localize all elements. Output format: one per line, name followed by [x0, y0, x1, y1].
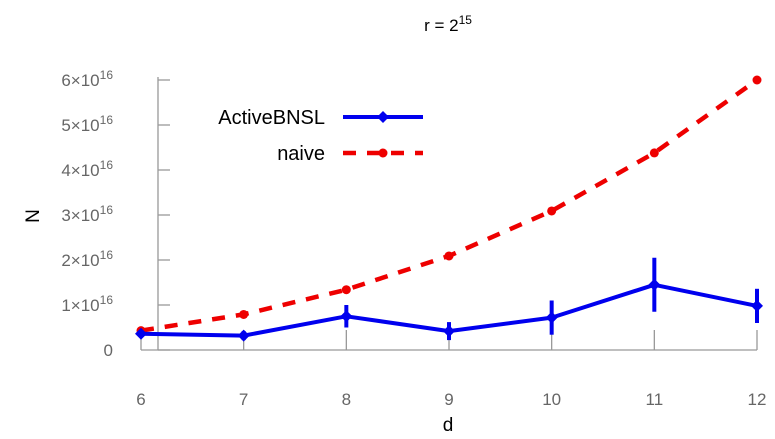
- chart-title: r = 215: [424, 13, 472, 35]
- legend-label: naive: [277, 143, 325, 165]
- legend-marker: [378, 148, 388, 158]
- y-tick-label: 4×1016: [61, 158, 113, 180]
- x-tick-label: 12: [748, 390, 767, 409]
- x-tick-label: 9: [444, 390, 453, 409]
- data-point: [444, 251, 454, 261]
- data-point: [751, 299, 763, 312]
- data-point: [239, 309, 249, 319]
- x-tick-label: 10: [542, 390, 561, 409]
- x-tick-label: 6: [136, 390, 145, 409]
- data-point: [545, 311, 558, 324]
- y-tick-label: 0: [104, 341, 113, 360]
- y-axis-title: N: [23, 209, 44, 223]
- y-tick-label: 6×1016: [61, 68, 113, 90]
- data-point: [648, 278, 661, 291]
- data-point: [341, 285, 351, 295]
- x-tick-label: 8: [342, 390, 351, 409]
- y-tick-labels: 0 1×1016 2×1016 3×1016 4×1016 5×1016 6×1016: [61, 68, 113, 360]
- legend-label: ActiveBNSL: [218, 107, 325, 129]
- y-tick-label: 5×1016: [61, 113, 113, 135]
- data-point: [237, 329, 250, 342]
- plot-area: [135, 75, 763, 342]
- x-axis-title: d: [443, 415, 454, 436]
- legend: ActiveBNSL naive: [218, 107, 423, 165]
- legend-marker: [377, 111, 389, 123]
- data-point: [340, 310, 353, 323]
- data-point: [547, 206, 557, 216]
- data-point: [135, 327, 147, 340]
- x-tick-label: 7: [239, 390, 248, 409]
- data-point: [752, 75, 762, 85]
- x-tick-labels: 6 7 8 9 10 11 12: [136, 390, 766, 409]
- data-point: [649, 148, 659, 158]
- data-point: [443, 325, 455, 338]
- y-tick-label: 1×1016: [61, 293, 113, 315]
- y-tick-label: 2×1016: [61, 248, 113, 270]
- x-tick-label: 11: [646, 390, 664, 409]
- y-tick-label: 3×1016: [61, 203, 113, 225]
